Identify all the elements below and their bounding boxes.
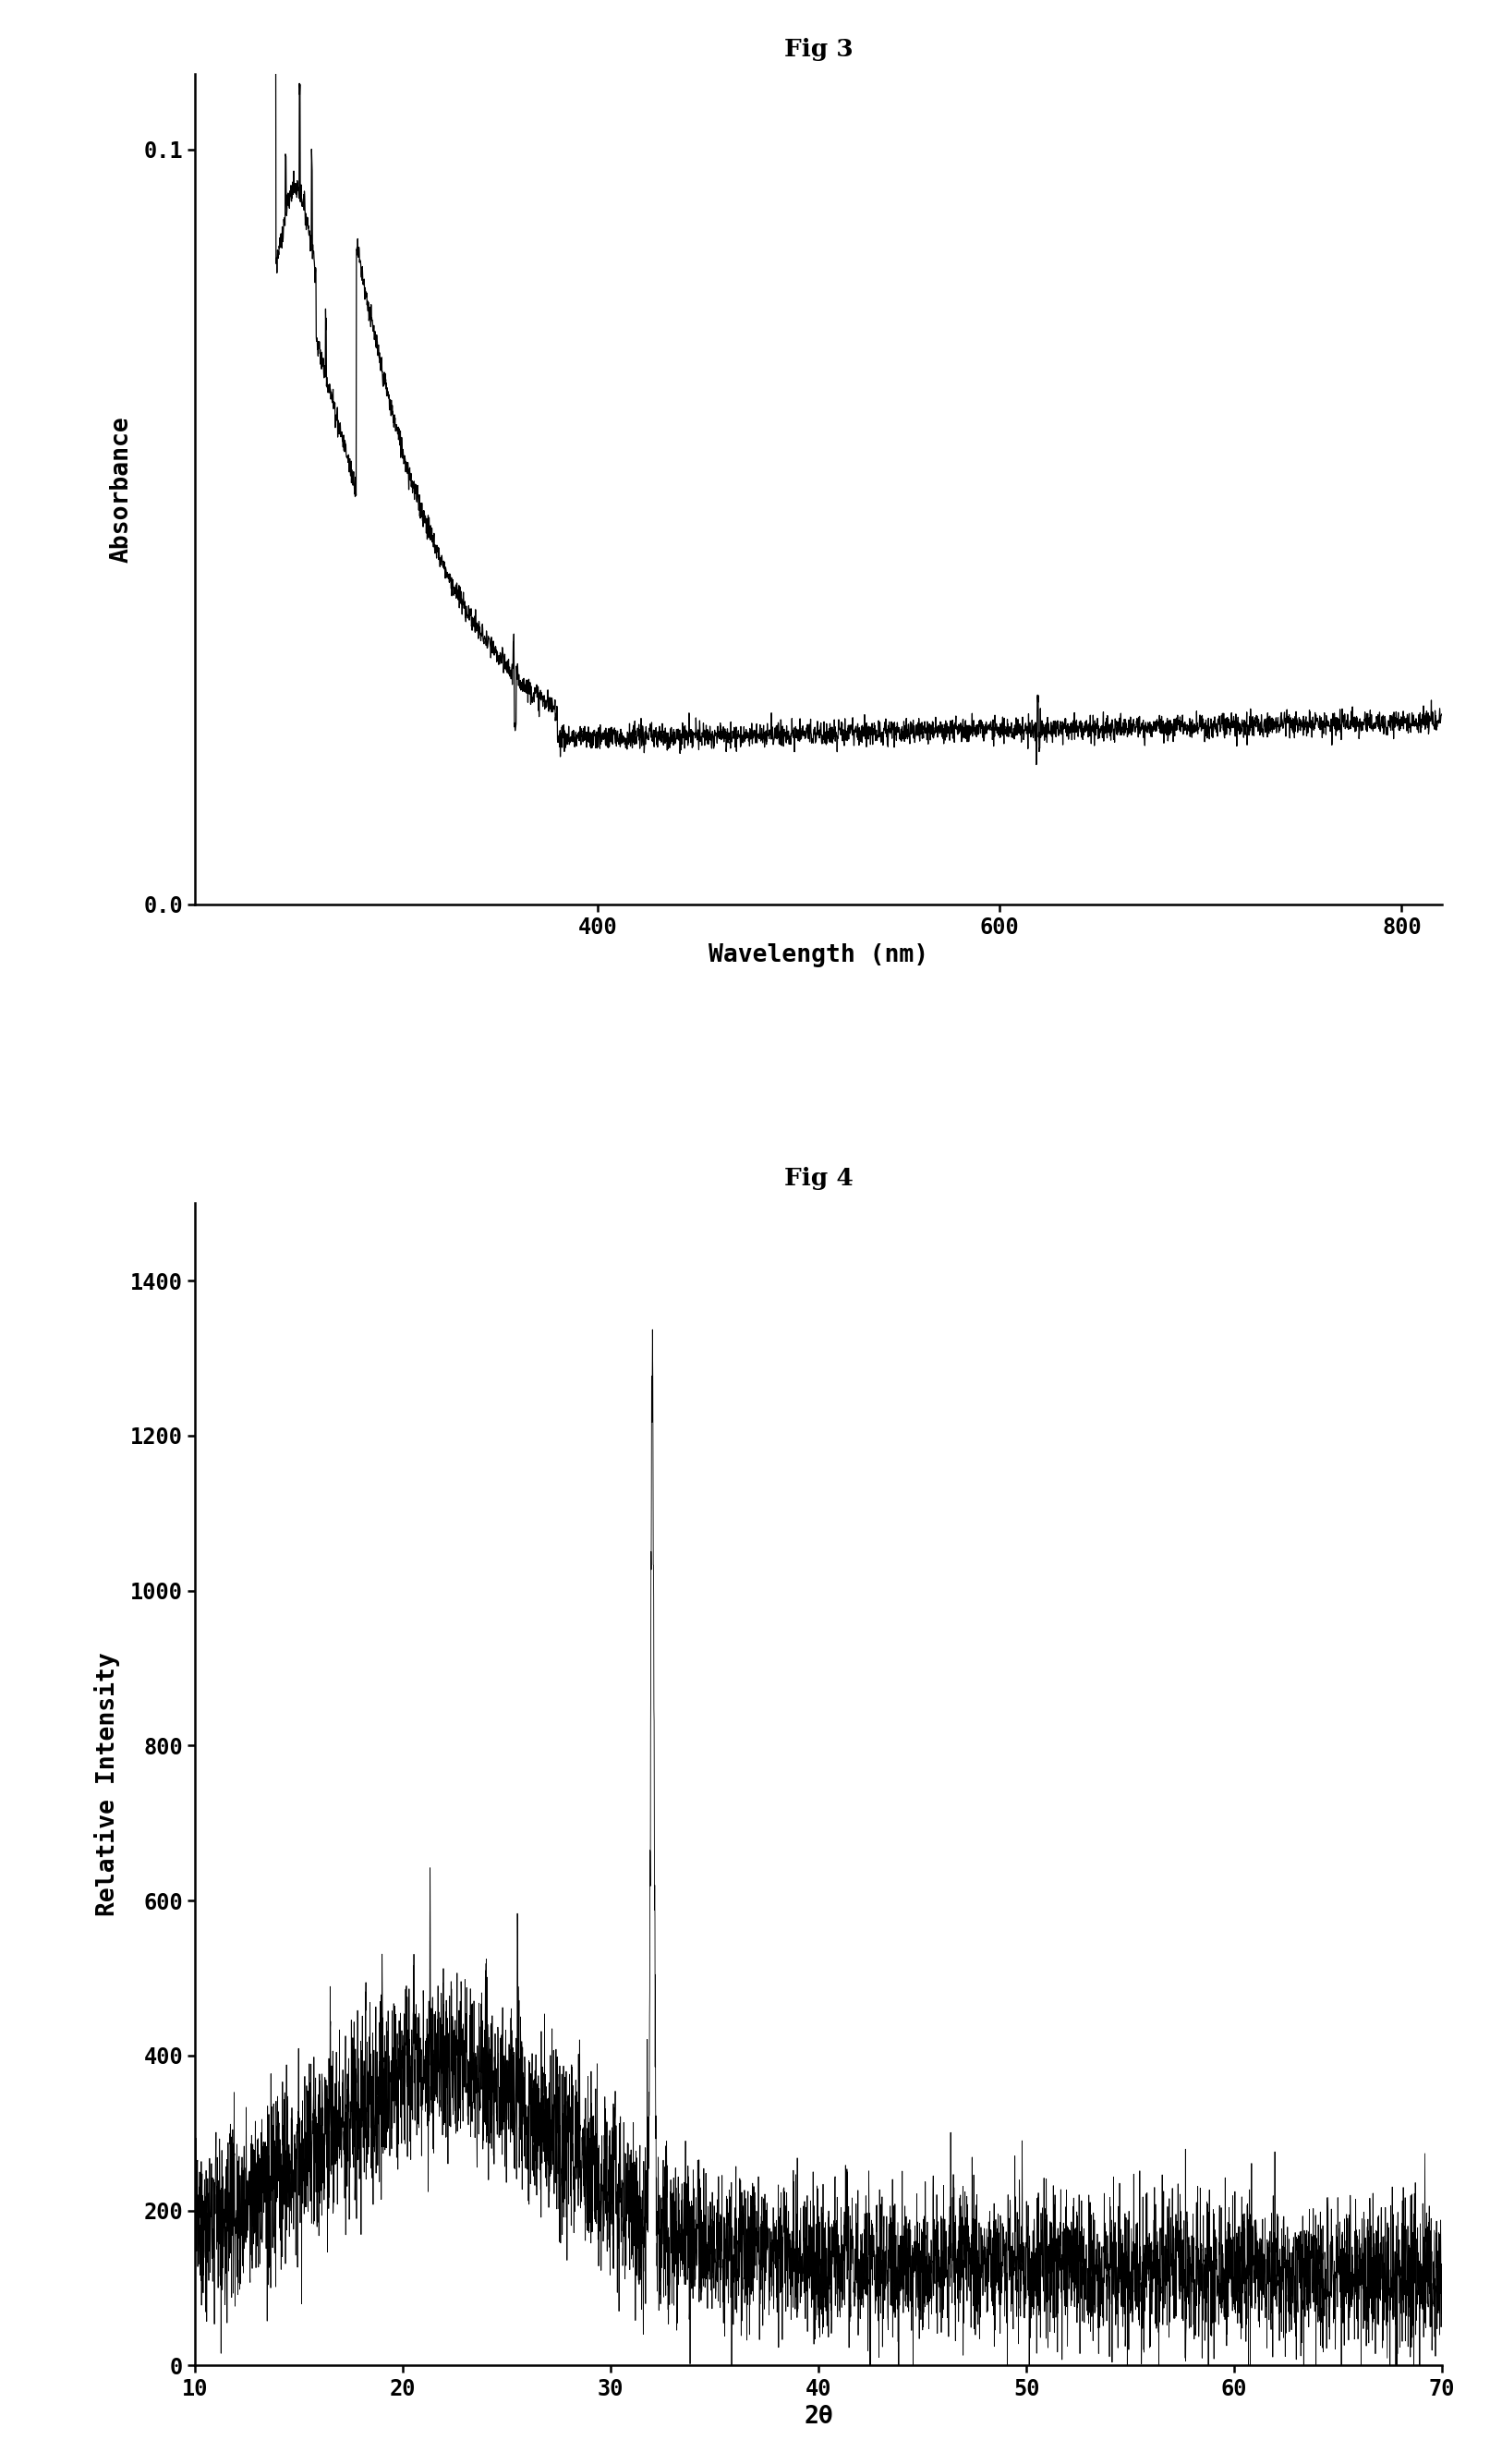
X-axis label: Wavelength (nm): Wavelength (nm) [709, 944, 928, 968]
Title: Fig 4: Fig 4 [784, 1165, 853, 1190]
Y-axis label: Absorbance: Absorbance [110, 416, 134, 562]
Y-axis label: Relative Intensity: Relative Intensity [95, 1653, 120, 1917]
Title: Fig 3: Fig 3 [784, 37, 853, 62]
X-axis label: 2θ: 2θ [804, 2405, 834, 2430]
